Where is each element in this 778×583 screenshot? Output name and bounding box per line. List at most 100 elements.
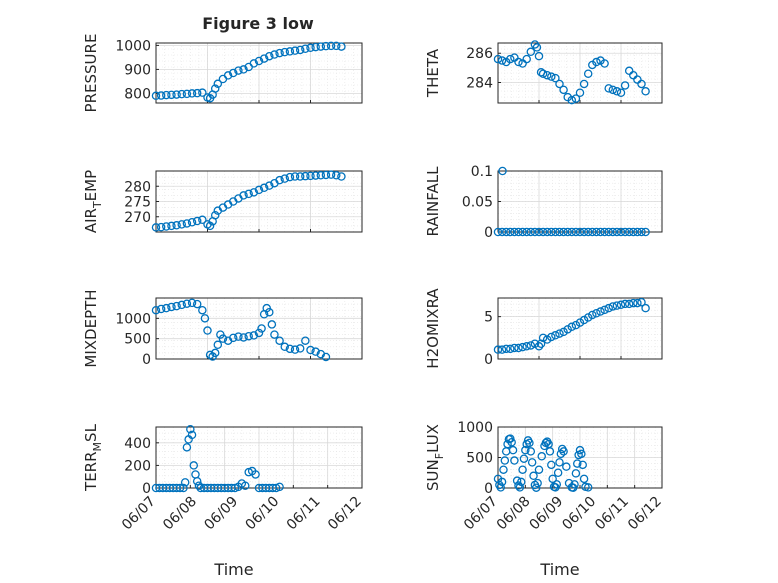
- data-point: [526, 447, 536, 456]
- data-point: [280, 47, 289, 57]
- data-point: [633, 298, 642, 308]
- data-point: [534, 227, 544, 237]
- data-point: [545, 447, 555, 456]
- data-point: [280, 342, 289, 352]
- data-point: [497, 345, 507, 354]
- data-point: [518, 227, 527, 237]
- data-point: [156, 304, 166, 314]
- ytick-label: 0: [142, 352, 151, 368]
- data-point: [624, 299, 634, 309]
- data-point: [210, 348, 220, 358]
- data-point: [182, 89, 192, 99]
- data-point: [573, 459, 582, 468]
- data-point: [641, 303, 650, 313]
- data-point: [316, 171, 326, 180]
- data-point: [493, 227, 503, 237]
- data-point: [501, 227, 511, 237]
- data-point: [629, 227, 638, 237]
- ylabel-subscript: T: [91, 201, 104, 209]
- data-point: [532, 43, 542, 52]
- data-point: [301, 336, 310, 345]
- data-point: [519, 454, 529, 463]
- data-point: [600, 305, 609, 315]
- data-point: [326, 170, 336, 179]
- ytick-label: 284: [466, 76, 493, 92]
- data-point: [583, 483, 593, 492]
- ytick-label: 286: [466, 46, 493, 62]
- data-point: [637, 79, 646, 89]
- data-point: [515, 483, 525, 492]
- data-point: [600, 227, 609, 237]
- data-point: [507, 437, 516, 447]
- data-point: [200, 314, 210, 323]
- data-point: [267, 320, 277, 329]
- data-point: [187, 430, 197, 440]
- data-point: [331, 41, 341, 51]
- data-point: [285, 172, 295, 182]
- data-point: [186, 425, 195, 434]
- ytick-label: 1000: [115, 311, 151, 327]
- chart-mixdepth: 0 500 1000 MIXDEPTH: [82, 289, 363, 368]
- data-point: [633, 227, 642, 237]
- data-point: [295, 344, 305, 353]
- data-point: [570, 480, 579, 489]
- data-point: [285, 47, 295, 56]
- data-point: [331, 171, 341, 180]
- data-point: [280, 174, 289, 183]
- data-point: [604, 303, 613, 313]
- data-point: [547, 227, 556, 237]
- data-point: [559, 227, 568, 237]
- data-point: [213, 340, 223, 350]
- data-point: [527, 458, 537, 467]
- data-point: [251, 470, 260, 479]
- data-point: [156, 222, 166, 232]
- data-point: [526, 341, 536, 350]
- data-point: [218, 334, 228, 343]
- ytick-label: 0: [484, 481, 493, 497]
- data-point: [547, 332, 556, 342]
- data-point: [532, 483, 541, 492]
- data-point: [612, 227, 622, 237]
- data-point: [311, 171, 320, 180]
- data-point: [641, 227, 650, 237]
- data-point: [234, 332, 243, 341]
- data-point: [177, 220, 186, 229]
- data-point: [526, 47, 536, 57]
- data-point: [210, 210, 220, 220]
- data-point: [525, 438, 534, 448]
- data-point: [321, 170, 331, 180]
- data-point: [275, 336, 284, 345]
- data-point: [162, 303, 171, 313]
- data-point: [254, 56, 264, 66]
- data-point: [563, 227, 572, 237]
- data-point: [192, 216, 202, 226]
- data-point: [552, 480, 562, 489]
- data-point: [501, 344, 511, 354]
- data-point: [551, 227, 560, 237]
- ylabel-subscript: F: [433, 453, 446, 459]
- data-point: [239, 65, 248, 74]
- data-point: [167, 221, 176, 231]
- data-point: [583, 69, 593, 78]
- data-point: [559, 447, 568, 456]
- data-point: [547, 72, 556, 81]
- data-point: [499, 465, 508, 474]
- data-point: [588, 310, 597, 320]
- data-point: [192, 476, 202, 486]
- data-point: [579, 79, 589, 89]
- data-point: [529, 471, 538, 481]
- data-point: [506, 227, 515, 237]
- ylabel-part: EMP: [82, 170, 100, 201]
- data-point: [534, 51, 544, 61]
- data-point: [571, 94, 581, 103]
- data-point: [516, 477, 526, 487]
- data-point: [228, 333, 238, 343]
- data-point: [265, 181, 274, 190]
- data-point: [177, 89, 186, 99]
- data-point: [275, 175, 284, 185]
- data-point: [290, 46, 300, 55]
- data-point: [259, 183, 269, 193]
- data-point: [514, 343, 523, 353]
